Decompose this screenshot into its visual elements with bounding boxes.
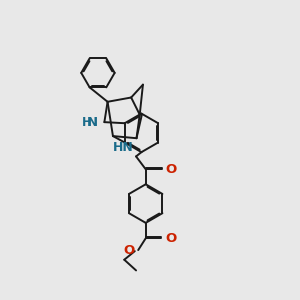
Text: H: H (82, 116, 92, 129)
Text: N: N (87, 116, 98, 129)
Text: O: O (166, 163, 177, 176)
Text: O: O (123, 244, 134, 256)
Text: O: O (165, 232, 176, 245)
Text: HN: HN (113, 141, 134, 154)
